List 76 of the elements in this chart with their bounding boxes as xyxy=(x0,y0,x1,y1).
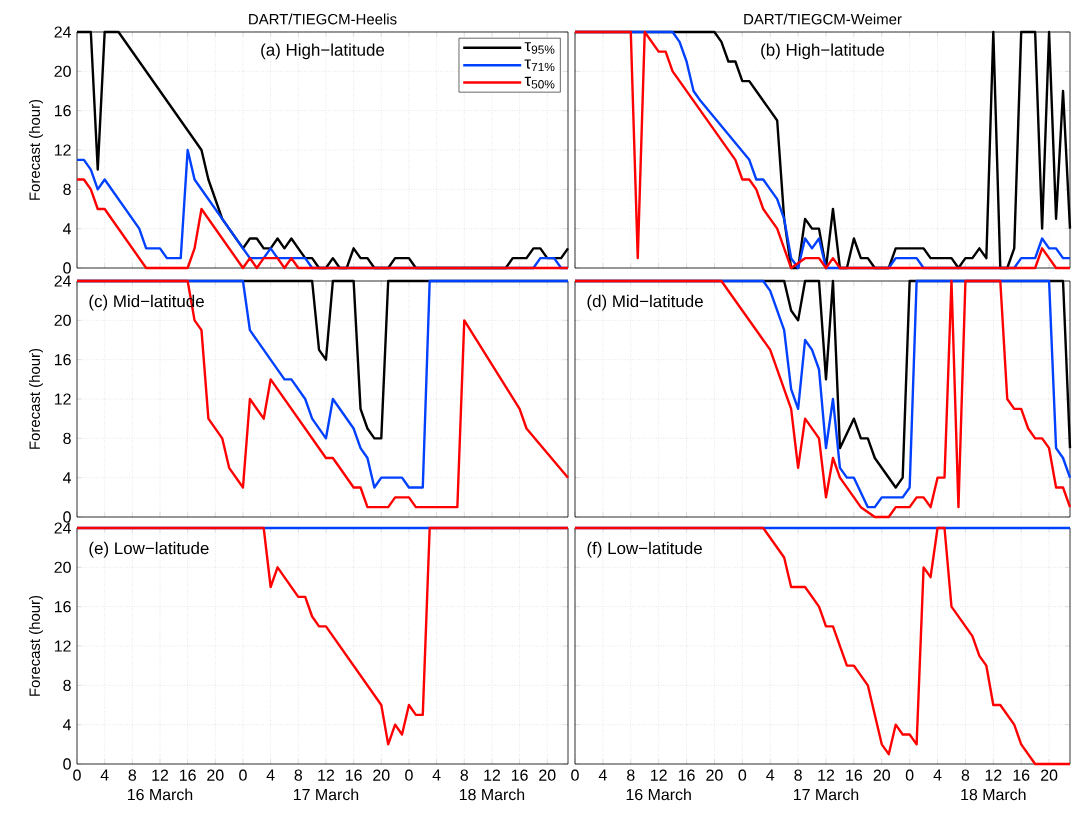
y-tick-label: 24 xyxy=(54,26,72,38)
y-tick-label: 12 xyxy=(54,144,71,156)
y-tick-label: 0 xyxy=(63,511,71,523)
x-tick-label: 12 xyxy=(152,769,169,781)
x-tick-label: 0 xyxy=(73,769,81,781)
y-tick-label: 16 xyxy=(54,105,71,117)
text: 17 March xyxy=(293,788,359,801)
x-tick-label: 4 xyxy=(598,769,607,781)
x-tick-label: 12 xyxy=(818,769,835,781)
x-tick-label: 12 xyxy=(651,769,667,781)
x-tick-label: 0 xyxy=(405,769,413,781)
x-tick-label: 4 xyxy=(100,769,109,781)
x-tick-label: 16 xyxy=(678,769,695,781)
x-tick-label: 0 xyxy=(239,769,247,781)
y-tick-label: 20 xyxy=(54,65,71,77)
text: 17 March xyxy=(793,788,859,801)
y-axis-title: Forecast (hour) xyxy=(29,348,43,449)
y-tick-label: 0 xyxy=(63,262,71,274)
x-tick-label: 20 xyxy=(873,769,890,781)
x-tick-label: 20 xyxy=(706,769,723,781)
legend-label: τ$_{95%}$ xyxy=(524,42,555,54)
text: 16 March xyxy=(626,788,691,801)
y-tick-label: 0 xyxy=(63,758,71,770)
y-tick-label: 4 xyxy=(62,472,72,484)
y-tick-label: 8 xyxy=(63,183,71,195)
annotation: (b) High−latitude xyxy=(761,43,885,60)
y-tick-label: 24 xyxy=(54,275,72,287)
x-tick-label: 16 xyxy=(345,769,362,781)
x-tick-label: 0 xyxy=(905,769,914,781)
text: 18 March xyxy=(961,788,1026,801)
y-tick-label: 24 xyxy=(54,522,72,534)
x-tick-label: 8 xyxy=(294,769,303,781)
x-tick-label: 16 xyxy=(1013,769,1030,781)
annotation: (d) Mid−latitude xyxy=(587,294,703,311)
y-tick-label: 12 xyxy=(54,393,71,405)
x-tick-label: 0 xyxy=(738,769,747,781)
y-tick-label: 16 xyxy=(54,601,71,613)
y-tick-label: 20 xyxy=(54,561,71,573)
y-tick-label: 4 xyxy=(62,719,72,731)
x-tick-label: 4 xyxy=(933,769,942,781)
x-tick-label: 12 xyxy=(985,769,1002,781)
annotation: (e) Low−latitude xyxy=(89,541,209,558)
legend-label: τ$_{71%}$ xyxy=(524,59,555,72)
y-axis-title: Forecast (hour) xyxy=(29,595,43,696)
y-tick-label: 4 xyxy=(62,223,72,235)
y-tick-label: 12 xyxy=(54,640,71,652)
x-tick-label: 8 xyxy=(128,769,137,781)
x-tick-label: 8 xyxy=(627,769,635,781)
x-tick-label: 8 xyxy=(460,769,469,781)
legend-label: τ$_{50%}$ xyxy=(524,76,555,89)
x-tick-label: 20 xyxy=(1041,769,1058,781)
y-tick-label: 20 xyxy=(54,314,71,326)
text: 16 March xyxy=(127,788,193,801)
x-tick-label: 20 xyxy=(207,769,224,781)
x-tick-label: 16 xyxy=(180,769,196,781)
x-tick-label: 20 xyxy=(373,769,390,781)
x-tick-label: 8 xyxy=(794,769,802,781)
x-tick-label: 4 xyxy=(266,769,275,781)
x-tick-label: 16 xyxy=(511,769,528,781)
chart-title: DART/TIEGCM-Weimer xyxy=(744,13,902,25)
x-tick-label: 0 xyxy=(571,769,579,781)
x-tick-label: 8 xyxy=(961,769,970,781)
y-axis-title: Forecast (hour) xyxy=(29,99,43,200)
x-tick-label: 12 xyxy=(318,769,335,781)
y-tick-label: 16 xyxy=(54,354,71,366)
text: 18 March xyxy=(459,788,525,801)
chart-title: DART/TIEGCM-Heelis xyxy=(249,13,397,25)
y-tick-label: 8 xyxy=(63,679,71,691)
x-tick-label: 4 xyxy=(766,769,775,781)
annotation: (a) High−latitude xyxy=(261,43,385,60)
annotation: (f) Low−latitude xyxy=(587,541,702,558)
x-tick-label: 4 xyxy=(432,769,441,781)
x-tick-label: 20 xyxy=(539,769,556,781)
y-tick-label: 8 xyxy=(63,432,71,444)
x-tick-label: 16 xyxy=(846,769,863,781)
x-tick-label: 12 xyxy=(484,769,500,781)
